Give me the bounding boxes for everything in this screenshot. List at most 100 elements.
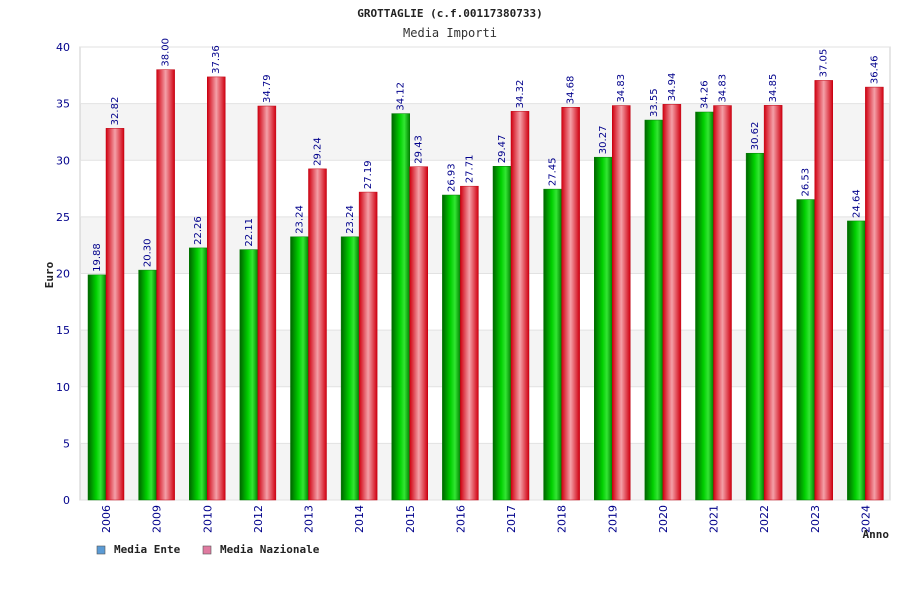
y-axis-ticks: 0 5 10 15 20 25 30 35 40 <box>56 41 70 507</box>
data-label: 37.05 <box>819 49 830 78</box>
x-tick-label: 2009 <box>151 505 164 533</box>
data-label: 34.68 <box>566 76 577 105</box>
y-tick-label: 0 <box>63 494 70 507</box>
bar-media-nazionale <box>561 106 580 501</box>
data-label: 22.11 <box>244 218 255 247</box>
data-label: 26.93 <box>446 163 457 192</box>
data-label: 36.46 <box>869 55 880 84</box>
x-axis-label: Anno <box>863 528 890 541</box>
data-label: 23.24 <box>295 205 306 234</box>
y-tick-label: 15 <box>56 324 70 337</box>
bar-media-ente <box>239 249 259 501</box>
bar-media-nazionale <box>510 111 530 501</box>
data-label: 34.12 <box>396 82 407 111</box>
data-label: 34.83 <box>616 74 627 103</box>
bar-media-nazionale <box>409 166 428 501</box>
data-label: 29.24 <box>313 137 324 166</box>
bar-media-ente <box>796 199 815 501</box>
data-label: 34.79 <box>262 74 273 103</box>
data-label: 30.27 <box>598 126 609 155</box>
legend-label-media-nazionale: Media Nazionale <box>220 543 320 556</box>
legend-label-media-ente: Media Ente <box>114 543 181 556</box>
bar-media-ente <box>138 269 157 501</box>
x-tick-label: 2015 <box>404 505 417 533</box>
bar-media-ente <box>492 166 512 501</box>
bar-media-ente <box>594 156 613 501</box>
data-label: 20.30 <box>143 238 154 267</box>
bar-media-nazionale <box>865 86 884 501</box>
bar-media-ente <box>847 220 866 501</box>
x-tick-label: 2019 <box>606 505 619 533</box>
x-tick-label: 2017 <box>505 505 518 533</box>
x-tick-label: 2023 <box>809 505 822 533</box>
bar-media-ente <box>695 111 714 501</box>
y-tick-label: 40 <box>56 41 70 54</box>
data-label: 19.88 <box>92 243 103 272</box>
y-tick-label: 25 <box>56 211 70 224</box>
bar-media-ente <box>745 152 765 501</box>
bar-media-nazionale <box>105 128 125 501</box>
x-tick-label: 2020 <box>657 505 670 533</box>
bar-media-ente <box>340 236 360 501</box>
data-label: 34.94 <box>667 73 678 102</box>
bar-media-nazionale <box>814 80 833 501</box>
x-tick-label: 2016 <box>454 505 467 533</box>
legend: Media Ente Media Nazionale <box>96 543 320 556</box>
data-label: 24.64 <box>851 189 862 218</box>
bar-media-ente <box>442 194 461 501</box>
data-label: 29.47 <box>497 135 508 164</box>
chart-title: GROTTAGLIE (c.f.00117380733) <box>357 7 542 20</box>
x-tick-label: 2013 <box>303 505 316 533</box>
data-label: 22.26 <box>193 216 204 245</box>
x-tick-label: 2018 <box>556 505 569 533</box>
x-tick-label: 2014 <box>353 505 366 533</box>
data-label: 27.19 <box>363 160 374 189</box>
bar-media-nazionale <box>460 185 479 501</box>
y-tick-label: 35 <box>56 98 70 111</box>
bar-media-ente <box>391 113 410 501</box>
x-tick-label: 2024 <box>859 505 872 533</box>
data-label: 38.00 <box>161 38 172 67</box>
data-label: 23.24 <box>345 205 356 234</box>
bar-media-nazionale <box>308 168 327 501</box>
data-label: 27.71 <box>464 155 475 184</box>
data-label: 26.53 <box>801 168 812 197</box>
y-tick-label: 30 <box>56 154 70 167</box>
x-tick-label: 2010 <box>201 505 214 533</box>
bar-media-nazionale <box>156 69 175 501</box>
data-label: 34.32 <box>515 80 526 109</box>
bar-media-nazionale <box>713 105 732 501</box>
data-label: 33.55 <box>649 88 660 117</box>
y-axis-label: Euro <box>43 261 56 288</box>
bar-media-ente <box>290 236 309 501</box>
x-axis-ticks: 2006 2009 2010 2012 2013 2014 2015 2016 2017 2018… <box>100 505 872 533</box>
bar-media-nazionale <box>207 76 226 501</box>
data-label: 27.45 <box>548 157 559 186</box>
bars-layer: 19.88 32.82 20.30 38.00 22.26 37.36 22.11 34.79… <box>87 38 884 501</box>
y-tick-label: 10 <box>56 381 70 394</box>
legend-swatch-media-nazionale <box>202 545 212 555</box>
data-label: 29.43 <box>414 135 425 164</box>
data-label: 34.85 <box>768 74 779 103</box>
x-tick-label: 2006 <box>100 505 113 533</box>
y-tick-label: 5 <box>63 437 70 450</box>
data-label: 34.26 <box>700 80 711 109</box>
chart-subtitle: Media Importi <box>403 26 497 40</box>
legend-swatch-media-ente <box>96 545 106 555</box>
bar-media-nazionale <box>662 104 682 501</box>
y-tick-label: 20 <box>56 268 70 281</box>
bar-media-nazionale <box>358 191 378 501</box>
bar-media-ente <box>87 274 107 501</box>
bar-media-nazionale <box>612 105 631 501</box>
bar-media-ente <box>189 247 208 501</box>
data-label: 37.36 <box>211 45 222 74</box>
bar-media-nazionale <box>257 105 277 501</box>
data-label: 32.82 <box>110 97 121 126</box>
data-label: 30.62 <box>750 122 761 151</box>
x-tick-label: 2012 <box>252 505 265 533</box>
bar-media-ente <box>644 119 664 501</box>
bar-media-ente <box>543 188 562 501</box>
bar-media-nazionale <box>763 105 783 501</box>
x-tick-label: 2022 <box>758 505 771 533</box>
